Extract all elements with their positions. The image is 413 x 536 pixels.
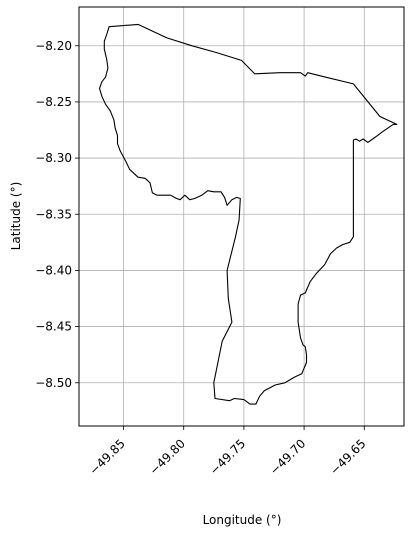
boundary-layer — [98, 23, 398, 405]
y-tick-label: −8.25 — [35, 95, 72, 109]
y-tick-label: −8.35 — [35, 207, 72, 221]
x-axis-label: Longitude (°) — [203, 513, 282, 527]
region-boundary — [98, 23, 398, 405]
y-axis-label: Latitude (°) — [9, 182, 23, 251]
y-tick-label: −8.20 — [35, 39, 72, 53]
plot-frame — [78, 6, 405, 427]
y-tick-label: −8.50 — [35, 376, 72, 390]
y-tick-label: −8.40 — [35, 263, 72, 277]
y-tick-label: −8.30 — [35, 151, 72, 165]
grid-lines — [79, 7, 404, 426]
y-tick-label: −8.45 — [35, 320, 72, 334]
